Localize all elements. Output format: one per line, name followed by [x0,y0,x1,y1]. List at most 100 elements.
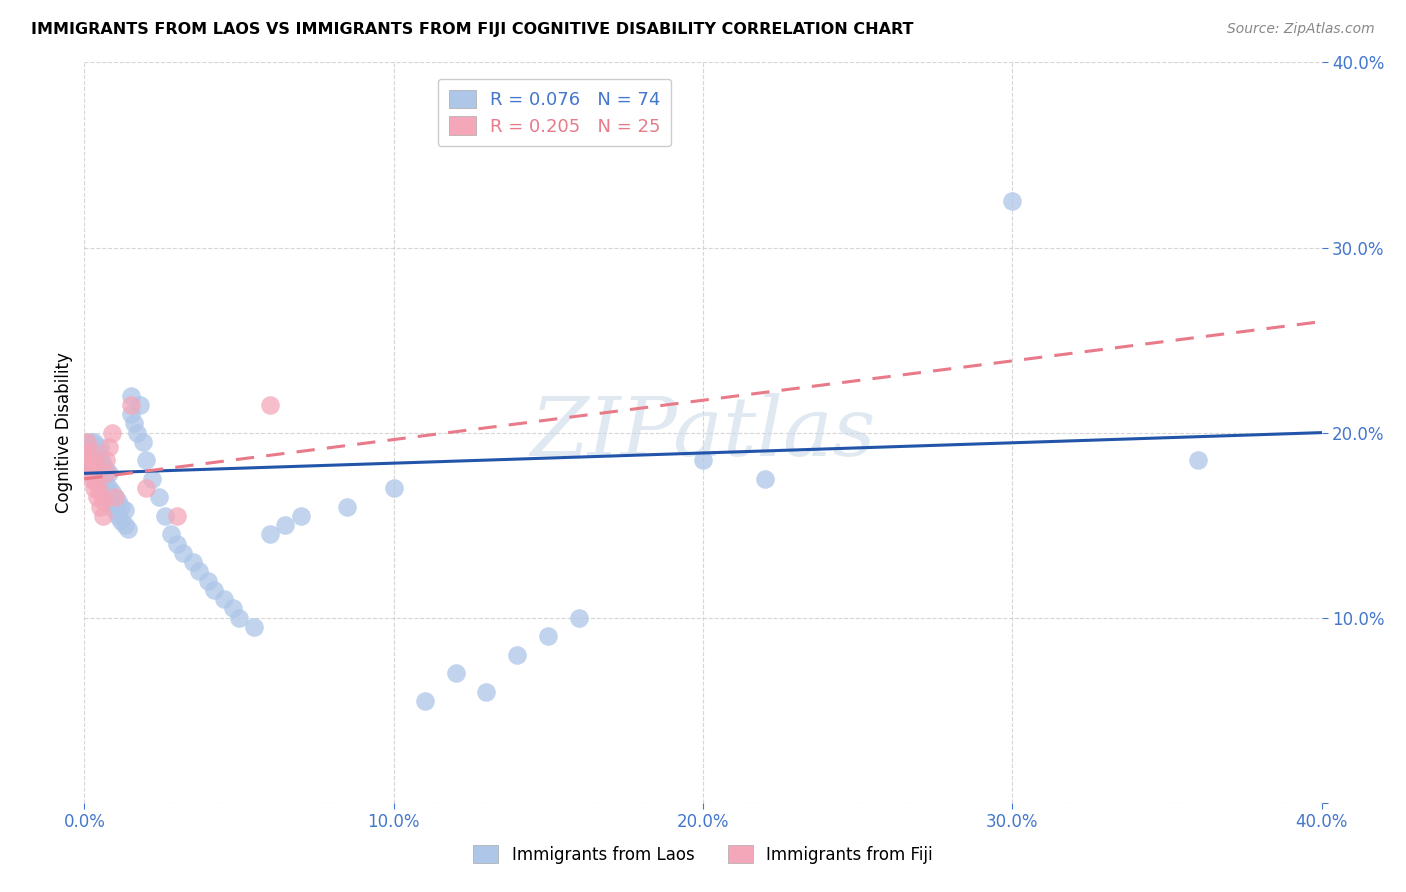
Point [117,522,139,536]
Point [259,398,281,412]
Point [86,458,108,473]
Point [79,467,101,481]
Point [120,407,142,421]
Point [76,434,98,449]
Point [212,592,235,607]
Point [86,444,108,458]
Point [89,481,111,495]
Point [83,453,105,467]
Point [336,500,359,514]
Point [259,527,281,541]
Point [110,515,132,529]
Point [243,620,266,634]
Point [86,477,108,491]
Point [125,425,148,440]
Point [166,537,188,551]
Point [79,472,101,486]
Point [101,484,124,499]
Point [86,491,108,505]
Point [89,500,111,514]
Point [79,457,101,471]
Point [1001,194,1024,209]
Point [110,500,132,514]
Point [76,458,98,473]
Point [91,508,114,523]
Point [181,555,204,569]
Point [172,546,194,560]
Point [79,444,101,458]
Point [228,611,250,625]
Point [83,472,105,486]
Point [413,694,436,708]
Point [79,453,101,467]
Point [166,508,188,523]
Point [148,491,170,505]
Text: Source: ZipAtlas.com: Source: ZipAtlas.com [1227,22,1375,37]
Point [101,500,124,514]
Point [107,494,129,508]
Point [83,448,105,462]
Point [107,508,129,523]
Point [94,453,117,467]
Point [91,472,114,486]
Point [506,648,529,662]
Point [91,457,114,471]
Point [79,444,101,458]
Point [1187,453,1209,467]
Point [79,463,101,477]
Point [120,398,142,412]
Point [187,565,209,579]
Point [83,467,105,481]
Point [98,467,121,481]
Point [98,481,121,495]
Point [91,494,114,508]
Point [76,448,98,462]
Point [444,666,467,681]
Point [98,441,121,455]
Point [382,481,405,495]
Point [76,444,98,458]
Point [160,527,183,541]
Point [692,453,714,467]
Point [89,453,111,467]
Point [290,508,312,523]
Point [104,503,127,517]
Point [475,685,498,699]
Legend: Immigrants from Laos, Immigrants from Fiji: Immigrants from Laos, Immigrants from Fi… [467,838,939,871]
Point [202,582,225,597]
Text: ZIPatlas: ZIPatlas [530,392,876,473]
Point [101,425,124,440]
Point [98,496,121,510]
Y-axis label: Cognitive Disability: Cognitive Disability [55,352,73,513]
Point [94,491,117,505]
Text: IMMIGRANTS FROM LAOS VS IMMIGRANTS FROM FIJI COGNITIVE DISABILITY CORRELATION CH: IMMIGRANTS FROM LAOS VS IMMIGRANTS FROM … [31,22,914,37]
Point [89,484,111,499]
Point [104,491,127,505]
Point [76,434,98,449]
Point [122,417,145,431]
Point [104,491,127,505]
Point [120,389,142,403]
Point [89,467,111,481]
Point [89,441,111,455]
Point [537,629,560,643]
Point [135,453,157,467]
Point [754,472,776,486]
Point [141,472,163,486]
Point [135,481,157,495]
Point [153,508,176,523]
Point [83,434,105,449]
Point [197,574,219,588]
Point [94,463,117,477]
Point [91,484,114,499]
Point [132,434,155,449]
Point [114,518,136,533]
Point [86,472,108,486]
Point [94,477,117,491]
Point [83,458,105,473]
Legend: R = 0.076   N = 74, R = 0.205   N = 25: R = 0.076 N = 74, R = 0.205 N = 25 [437,78,672,146]
Point [79,434,101,449]
Point [222,601,245,615]
Point [274,518,297,533]
Point [568,611,591,625]
